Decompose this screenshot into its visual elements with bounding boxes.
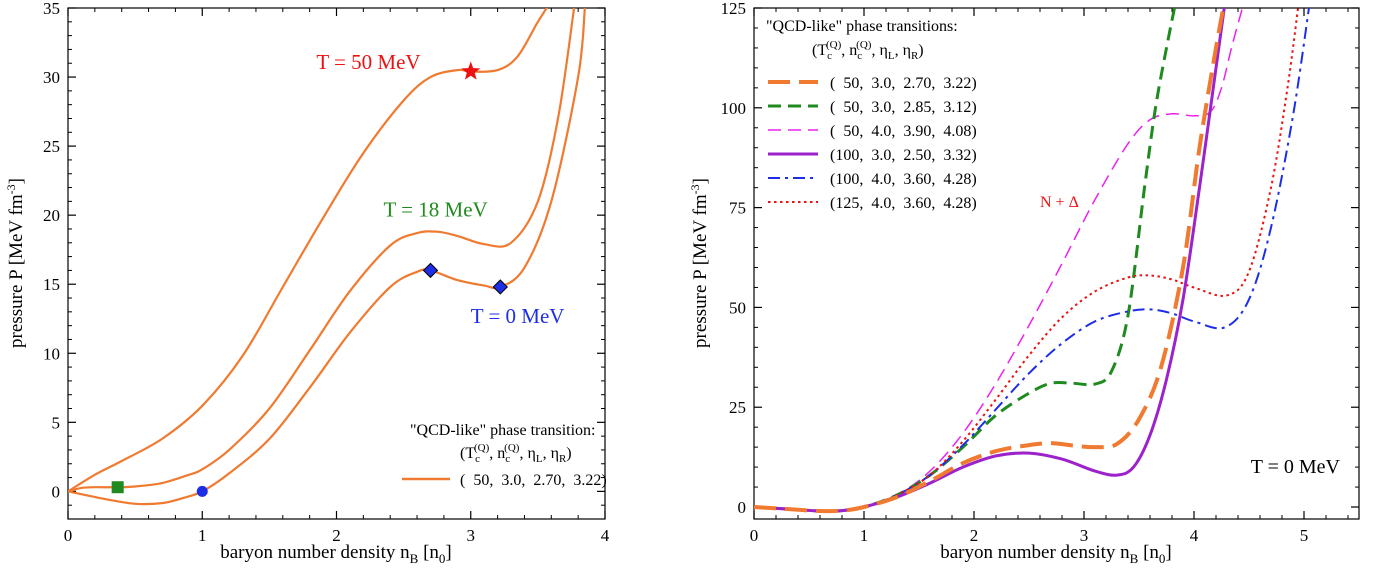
left-y-tick-label: 35 xyxy=(43,0,60,18)
right-x-tick-label: 3 xyxy=(1080,526,1089,545)
left-y-tick-label: 5 xyxy=(52,413,61,432)
right-y-tick-label: 25 xyxy=(729,398,746,417)
left-panel: 0 1 2 3 4 0 5 10 15 20 25 30 35 T = 50 MeV T = 18 Me… xyxy=(4,0,610,566)
left-x-axis-title: baryon number density nB [n0] xyxy=(220,542,452,566)
right-legend-entry: ( 50, 3.0, 2.85, 3.12) xyxy=(830,99,977,116)
right-legend-entry: (100, 4.0, 3.60, 4.28) xyxy=(830,171,977,188)
left-x-tick-label: 0 xyxy=(64,526,73,545)
right-y-tick-label: 0 xyxy=(738,498,747,517)
left-y-tick-label: 25 xyxy=(43,137,60,156)
left-x-tick-label: 1 xyxy=(198,526,207,545)
right-x-tick-label: 4 xyxy=(1190,526,1199,545)
right-y-tick-label: 75 xyxy=(729,199,746,218)
left-y-tick-label: 20 xyxy=(43,206,60,225)
right-series-line-0 xyxy=(754,8,1226,514)
right-y-tick-label: 125 xyxy=(721,0,747,18)
right-series-line-3 xyxy=(754,8,1226,513)
left-marker-star xyxy=(461,61,481,80)
left-temperature-label: T = 18 MeV xyxy=(383,198,487,222)
right-legend-entries: ( 50, 3.0, 2.70, 3.22) ( 50, 3.0, 2.85, 3… xyxy=(768,75,977,212)
right-legend-entry: (125, 4.0, 3.60, 4.28) xyxy=(830,195,977,212)
left-temperature-label: T = 0 MeV xyxy=(471,304,565,328)
right-series-group xyxy=(754,8,1310,514)
left-legend-title: "QCD-like" phase transition: xyxy=(410,422,595,439)
left-markers-group xyxy=(111,61,508,497)
right-series-line-2 xyxy=(754,8,1244,512)
right-legend-entry: (100, 3.0, 2.50, 3.32) xyxy=(830,147,977,164)
right-x-tick-label: 5 xyxy=(1300,526,1309,545)
left-marker-diamond xyxy=(422,262,439,279)
right-x-tick-label: 1 xyxy=(860,526,869,545)
right-legend-extra-label: N + Δ xyxy=(1040,194,1079,211)
right-series-line-4 xyxy=(754,8,1310,513)
left-y-axis-title: pressure P [MeV fm-3] xyxy=(4,178,27,348)
right-y-axis: 0 25 50 75 100 125 xyxy=(721,0,1359,517)
left-x-tick-label: 3 xyxy=(467,526,476,545)
right-legend-title: "QCD-like" phase transitions: xyxy=(766,18,958,35)
left-marker-diamond xyxy=(492,279,508,295)
right-legend: "QCD-like" phase transitions: (Tc(Q), nc… xyxy=(766,18,1079,212)
right-legend-header: (Tc(Q), nc(Q), ηL, ηR) xyxy=(812,39,924,62)
left-y-axis: 0 5 10 15 20 25 30 35 xyxy=(43,0,605,506)
right-x-tick-label: 2 xyxy=(970,526,979,545)
right-temperature-label: T = 0 MeV xyxy=(1251,456,1341,478)
left-marker-square xyxy=(111,481,124,494)
left-marker-circle xyxy=(196,485,208,497)
left-temperature-label: T = 50 MeV xyxy=(316,50,420,74)
left-y-tick-label: 15 xyxy=(43,275,60,294)
left-x-tick-label: 2 xyxy=(332,526,341,545)
right-panel: 0 1 2 3 4 5 0 25 50 75 100 125 baryon number densi… xyxy=(688,0,1360,566)
left-y-tick-label: 10 xyxy=(43,344,60,363)
left-series-group xyxy=(68,8,586,506)
right-y-axis-title: pressure P [MeV fm-3] xyxy=(688,178,711,348)
right-y-tick-label: 100 xyxy=(721,99,747,118)
left-plot-frame xyxy=(67,7,606,520)
left-series-line-2 xyxy=(68,8,549,493)
left-series-line-1 xyxy=(68,8,576,493)
left-annotations-group: T = 50 MeV T = 18 MeV T = 0 MeV xyxy=(316,50,564,328)
right-legend-entry: ( 50, 3.0, 2.70, 3.22) xyxy=(830,75,977,92)
right-y-tick-label: 50 xyxy=(729,298,746,317)
left-x-tick-label: 4 xyxy=(601,526,610,545)
right-x-axis-title: baryon number density nB [n0] xyxy=(940,542,1172,566)
right-plot-frame xyxy=(753,7,1360,520)
right-legend-entry: ( 50, 4.0, 3.90, 4.08) xyxy=(830,123,977,140)
left-legend: "QCD-like" phase transition: (Tc(Q), nc(… xyxy=(402,422,607,489)
left-y-tick-label: 0 xyxy=(52,482,61,501)
left-x-axis: 0 1 2 3 4 xyxy=(64,8,610,545)
left-legend-entry: ( 50, 3.0, 2.70, 3.22) xyxy=(460,472,607,489)
left-y-tick-label: 30 xyxy=(43,68,60,87)
left-legend-header: (Tc(Q), nc(Q), ηL, ηR) xyxy=(460,442,572,465)
left-series-line-0 xyxy=(68,8,586,506)
right-x-tick-label: 0 xyxy=(750,526,759,545)
right-x-axis: 0 1 2 3 4 5 xyxy=(750,8,1349,545)
